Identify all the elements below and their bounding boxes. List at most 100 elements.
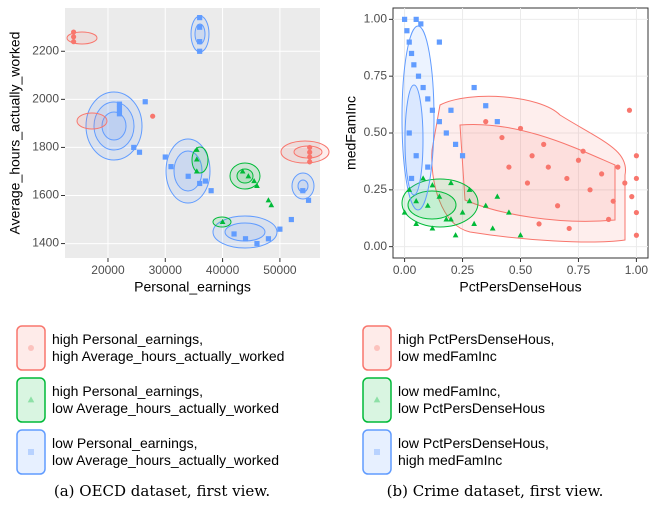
- point: [443, 130, 449, 136]
- point: [452, 232, 459, 238]
- point: [420, 84, 426, 91]
- legend-label: high Personal_earnings, high Average_hou…: [52, 331, 285, 364]
- caption: (a) OECD dataset, first view.: [53, 482, 271, 500]
- point: [300, 188, 306, 194]
- point: [436, 119, 442, 125]
- y-tick-label: 1600: [32, 188, 59, 202]
- point: [615, 164, 621, 170]
- x-axis-title: Personal_earnings: [134, 279, 251, 295]
- point: [406, 39, 412, 45]
- point: [116, 111, 123, 117]
- point: [374, 345, 380, 351]
- point: [429, 182, 436, 188]
- point: [471, 220, 477, 226]
- point: [307, 159, 313, 165]
- legend-item: high PctPersDenseHous, low medFamInc: [362, 322, 554, 374]
- point: [70, 29, 77, 35]
- point: [406, 186, 413, 192]
- point: [401, 209, 408, 215]
- point: [580, 148, 586, 154]
- x-tick-label: 0.50: [509, 263, 533, 277]
- legend-label: low PctPersDenseHous, high medFamInc: [398, 435, 549, 468]
- point: [622, 180, 628, 186]
- point: [425, 164, 431, 170]
- legend-swatch: [16, 429, 46, 475]
- point: [193, 156, 200, 162]
- point: [245, 173, 252, 179]
- point: [494, 193, 501, 199]
- point: [202, 178, 208, 184]
- point: [411, 62, 417, 68]
- point: [541, 141, 547, 147]
- legend-key: [362, 325, 392, 371]
- point: [413, 220, 420, 226]
- legend-key: [16, 325, 46, 371]
- legend-label: low Personal_earnings, low Average_hours…: [52, 435, 279, 468]
- point: [408, 50, 415, 57]
- y-tick-label: 0.50: [364, 125, 388, 139]
- y-axis-title: medFamInc: [343, 96, 359, 170]
- point: [197, 180, 203, 187]
- point: [251, 177, 257, 184]
- point: [629, 194, 635, 200]
- point: [70, 39, 77, 45]
- point: [483, 119, 489, 125]
- point: [489, 225, 496, 231]
- x-tick-label: 40000: [206, 263, 240, 277]
- x-tick-label: 0.25: [451, 263, 475, 277]
- legend-item: high Personal_earnings, low Average_hour…: [16, 374, 284, 426]
- point: [265, 236, 272, 242]
- x-tick-label: 50000: [263, 263, 297, 277]
- point: [482, 202, 489, 208]
- y-tick-label: 0.75: [364, 68, 388, 82]
- point: [599, 171, 605, 177]
- point: [448, 107, 454, 113]
- y-tick-label: 1.00: [364, 12, 388, 26]
- point: [575, 157, 582, 163]
- point: [633, 175, 640, 182]
- point: [466, 198, 473, 204]
- point: [415, 73, 422, 79]
- point: [401, 16, 408, 22]
- legend-swatch: [16, 377, 46, 423]
- legend-item: low Personal_earnings, low Average_hours…: [16, 426, 284, 478]
- point: [374, 449, 380, 455]
- point: [406, 130, 412, 136]
- legend-swatch: [16, 325, 46, 371]
- y-tick-label: 0.00: [364, 239, 388, 253]
- point: [219, 218, 226, 225]
- point: [254, 182, 260, 188]
- point: [193, 168, 200, 174]
- point: [307, 149, 313, 155]
- legend-item: low medFamInc, low PctPersDenseHous: [362, 374, 554, 426]
- point: [136, 149, 143, 155]
- point: [142, 99, 148, 105]
- point: [517, 232, 524, 238]
- y-tick-label: 0.25: [364, 182, 388, 196]
- point: [27, 396, 35, 403]
- point: [566, 225, 572, 232]
- point: [452, 141, 459, 147]
- y-tick-label: 2000: [32, 92, 59, 106]
- point: [459, 153, 466, 159]
- point: [425, 96, 431, 102]
- point: [494, 119, 500, 125]
- point: [208, 188, 214, 194]
- point: [420, 175, 426, 181]
- point: [239, 168, 246, 174]
- point: [545, 164, 551, 170]
- point: [131, 144, 137, 151]
- point: [436, 39, 442, 45]
- point: [418, 21, 424, 27]
- point: [373, 396, 381, 403]
- point: [429, 225, 436, 231]
- point: [554, 203, 561, 209]
- legend: high Personal_earnings, high Average_hou…: [16, 322, 284, 478]
- legend-item: high Personal_earnings, high Average_hou…: [16, 322, 284, 374]
- point: [436, 193, 443, 199]
- point: [307, 154, 313, 160]
- point: [408, 175, 415, 182]
- x-tick-label: 0.75: [567, 263, 591, 277]
- y-tick-label: 1400: [32, 236, 59, 250]
- point: [459, 209, 466, 215]
